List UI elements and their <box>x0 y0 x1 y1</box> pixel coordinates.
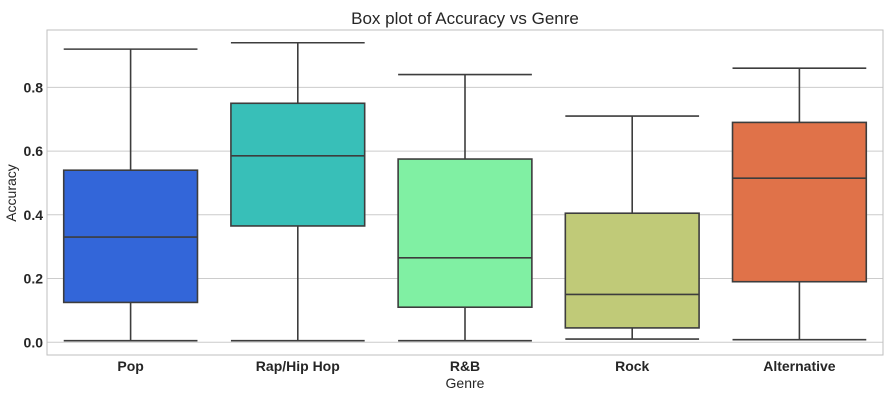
box-0 <box>62 48 199 342</box>
x-tick-label: Rock <box>615 358 649 374</box>
x-tick-label: Pop <box>117 358 143 374</box>
x-tick-label: Alternative <box>763 358 836 374</box>
box-iqr <box>230 102 366 227</box>
y-axis-label: Accuracy <box>3 164 19 222</box>
box-1 <box>230 41 366 342</box>
boxes <box>62 41 868 342</box>
x-tick-labels: Pop Rap/Hip Hop R&B Rock Alternative <box>117 358 835 374</box>
box-3 <box>564 115 700 340</box>
y-tick-label: 0.6 <box>24 143 44 159</box>
y-tick-label: 0.2 <box>24 271 44 287</box>
box-2 <box>397 73 533 342</box>
box-iqr <box>564 212 700 329</box>
x-tick-label: R&B <box>450 358 480 374</box>
x-axis-label: Genre <box>446 375 485 391</box>
plot-frame <box>46 29 884 356</box>
y-tick-label: 0.4 <box>24 207 44 223</box>
box-4 <box>731 67 868 341</box>
box-iqr <box>731 121 868 283</box>
box-iqr <box>397 158 533 309</box>
y-tick-label: 0.8 <box>24 79 44 95</box>
y-tick-label: 0.0 <box>24 334 44 350</box>
x-tick-label: Rap/Hip Hop <box>256 358 340 374</box>
y-tick-labels: 0.0 0.2 0.4 0.6 0.8 <box>24 79 44 350</box>
chart-title: Box plot of Accuracy vs Genre <box>351 9 579 28</box>
